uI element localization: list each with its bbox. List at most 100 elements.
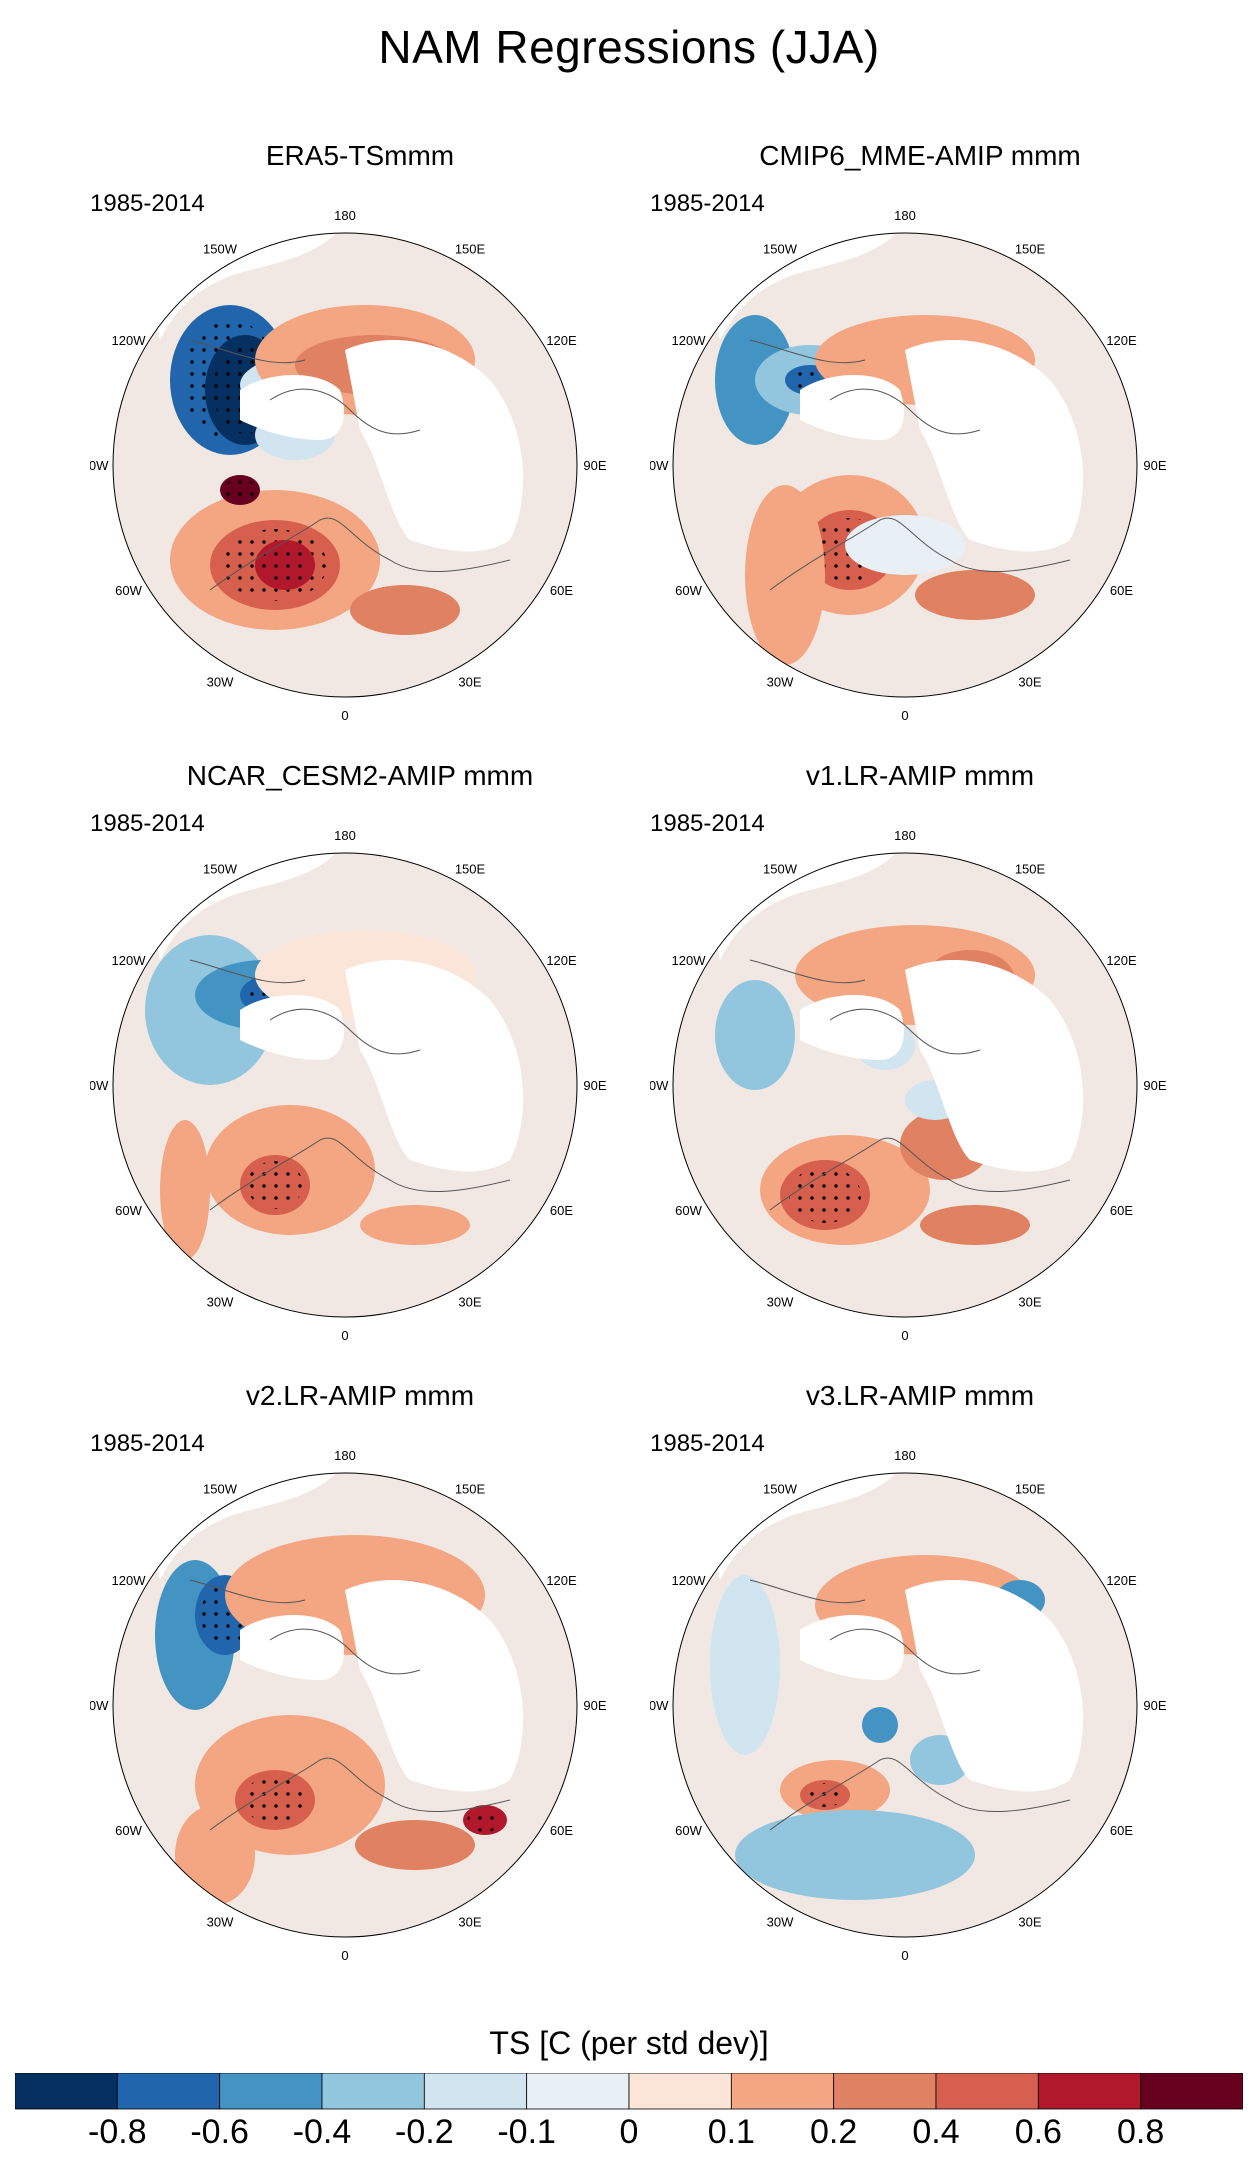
masked-region [905,960,1084,1172]
coastline [269,1628,421,1675]
colorbar-tick-label: 0.4 [912,2113,960,2151]
longitude-label: 120E [1106,1573,1137,1588]
anomaly-region [360,1205,470,1245]
map-boundary [672,232,1138,698]
longitude-label: 60E [1110,1203,1133,1218]
polar-map: 180 150E 120E 90E 60E 30E 0 30W 60W 90W 120W 150W [90,1448,607,1963]
map-panel: 180 150E 120E 90E 60E 30E 0 30W 60W 90W 120W 150W CM… [650,140,1190,760]
longitude-label: 30W [767,1915,794,1930]
longitude-label: 30E [1018,1295,1041,1310]
longitude-label: 0 [901,1948,908,1963]
longitude-label: 120W [672,333,707,348]
longitude-label: 90E [1143,1698,1166,1713]
colorbar-swatch [423,2073,528,2110]
longitude-label: 60W [675,1823,702,1838]
longitude-label: 30W [207,1295,234,1310]
longitude-label: 0 [341,1328,348,1343]
longitude-label: 120W [112,1573,147,1588]
longitude-label: 90W [650,458,669,473]
coastline [209,1757,511,1831]
longitude-label: 30W [207,675,234,690]
period-label: 1985-2014 [650,190,765,217]
colorbar-tick-label: 0.2 [810,2113,858,2151]
colorbar-swatch [628,2073,732,2110]
colorbar-tick-label: -0.4 [292,2113,352,2151]
anomaly-region [862,1707,898,1743]
polar-map: 180 150E 120E 90E 60E 30E 0 30W 60W 90W 120W 150W [650,1448,1167,1963]
coastline [269,388,421,435]
colorbar-title: TS [C (per std dev)] [489,2025,769,2061]
longitude-label: 120E [546,333,577,348]
longitude-label: 30W [767,675,794,690]
map-boundary [672,1472,1138,1938]
longitude-label: 120E [546,1573,577,1588]
coastline [209,517,511,591]
longitude-label: 60E [1110,1823,1133,1838]
period-label: 1985-2014 [90,810,205,837]
longitude-label: 150E [455,1481,486,1496]
significance-stippling [789,1167,861,1223]
longitude-label: 30E [458,1915,481,1930]
longitude-label: 180 [334,1448,356,1463]
longitude-label: 150W [203,1481,238,1496]
coastline [189,339,306,364]
anomaly-region [745,485,825,665]
panel-title: v3.LR-AMIP mmm [805,1380,1035,1411]
map-boundary [112,852,578,1318]
colorbar-tick-label: -0.1 [497,2113,556,2151]
map-panel: 180 150E 120E 90E 60E 30E 0 30W 60W 90W 120W 150W NC… [90,760,630,1380]
longitude-label: 180 [894,828,916,843]
coastline [829,1008,981,1055]
longitude-label: 120W [672,1573,707,1588]
longitude-label: 60E [1110,583,1133,598]
anomaly-region [355,1820,475,1870]
anomaly-region [915,570,1035,620]
coastline [749,959,866,984]
longitude-label: 120W [112,953,147,968]
longitude-label: 150W [763,1481,798,1496]
panel-title: v1.LR-AMIP mmm [805,760,1035,791]
longitude-label: 0 [341,708,348,723]
masked-region [345,960,524,1172]
longitude-label: 120E [1106,333,1137,348]
anomaly-region [735,1810,975,1900]
longitude-label: 90E [583,458,606,473]
polar-map: 180 150E 120E 90E 60E 30E 0 30W 60W 90W 120W 150W [650,208,1167,723]
longitude-label: 150E [1015,241,1046,256]
coastline [829,388,981,435]
colorbar-tick-label: 0.1 [707,2113,755,2151]
coastline [769,1757,1071,1831]
longitude-label: 90W [90,1078,109,1093]
longitude-label: 60E [550,1203,573,1218]
map-panel: 180 150E 120E 90E 60E 30E 0 30W 60W 90W 120W 150W v3… [650,1380,1190,2000]
period-label: 1985-2014 [90,190,205,217]
panel-title: ERA5-TSmmm [265,140,455,171]
longitude-label: 60W [115,1823,142,1838]
longitude-label: 60W [115,1203,142,1218]
longitude-label: 90E [1143,458,1166,473]
anomaly-region [710,1575,780,1755]
colorbar-tick-label: -0.6 [190,2113,249,2151]
longitude-label: 180 [334,828,356,843]
longitude-label: 120W [672,953,707,968]
colorbar-swatch [15,2073,118,2110]
longitude-label: 60W [115,583,142,598]
polar-map: 180 150E 120E 90E 60E 30E 0 30W 60W 90W 120W 150W [90,828,607,1343]
masked-region [345,1580,524,1792]
colorbar-swatch [730,2073,835,2110]
anomaly-region [715,980,795,1090]
colorbar-swatch [321,2073,425,2110]
colorbar-tick-label: -0.2 [395,2113,454,2151]
coastline [769,517,1071,591]
longitude-label: 30E [1018,675,1041,690]
longitude-label: 90E [583,1078,606,1093]
colorbar-tick-label: 0.8 [1117,2113,1165,2151]
colorbar [15,2073,1243,2110]
coastline [209,1137,511,1211]
longitude-label: 30E [1018,1915,1041,1930]
significance-stippling [805,1783,845,1807]
longitude-label: 150W [763,241,798,256]
significance-stippling [467,1808,503,1832]
longitude-label: 150E [1015,861,1046,876]
longitude-label: 180 [894,1448,916,1463]
